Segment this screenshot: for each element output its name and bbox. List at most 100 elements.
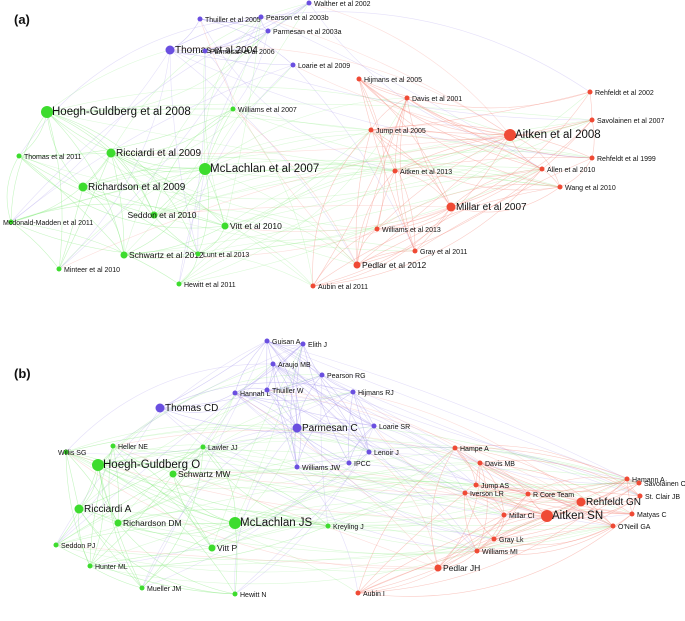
network-edge [266,389,505,516]
network-edge [204,133,543,170]
network-edge [296,453,481,468]
network-edge [110,152,199,255]
node-label-schwartz: Schwartz MW [178,469,230,479]
network-edge [406,97,452,208]
node-label-hewitt2011: Hewitt et al 2011 [184,282,236,289]
network-edge [204,2,310,52]
network-edge [356,170,396,266]
network-edge [199,16,262,23]
network-edge [172,363,274,475]
network-edge [178,129,372,285]
network-edge [358,78,561,188]
network-edge [376,134,511,230]
network-edge [65,451,119,524]
network-edge [65,451,548,519]
network-edge [65,451,529,524]
node-araujo [270,361,276,367]
network-edge [437,462,481,569]
network-edge [406,97,543,170]
node-jump2005 [368,127,374,133]
network-edge [46,30,269,114]
network-edge [199,18,358,266]
network-edge [370,128,543,170]
node-label-hamann: Hamann A [632,477,665,484]
node-minteer2010 [56,266,62,272]
network-edge [110,152,378,230]
node-richardson2009 [78,182,88,192]
network-edge [296,466,359,594]
network-edge [266,340,298,429]
network-edge [89,550,478,585]
panel-a-nodes: Walther et al 2002 Thuiller et al 2005 Pea… [3,0,664,291]
node-label-elith: Elith J [308,342,327,349]
network-edge [370,129,452,208]
network-edge [55,544,439,569]
network-edge [358,78,385,230]
node-label-aitken: Aitken SN [552,510,603,522]
node-parmesan2003a [265,28,271,34]
network-edge [123,168,206,256]
node-label-mcdonald2011: Mcdonald-Madden et al 2011 [3,220,93,227]
node-lunt2013 [195,251,201,257]
network-edge [6,155,20,223]
network-edge [110,152,155,216]
node-pearson2003b [258,14,264,20]
node-schwartz2012 [120,251,128,259]
network-edge [296,427,350,464]
network-edge [312,168,543,287]
network-edge [356,250,416,266]
node-hunter [87,563,93,569]
network-edge [356,168,543,266]
node-label-araujo: Araujo MB [278,362,311,369]
network-edge [203,16,262,170]
network-edge [65,451,91,567]
network-edge [352,391,370,453]
network-edge [159,389,268,413]
network-edge [159,392,236,410]
panel-b: (b) Guisan A Elith J Araujo MB Pearson RG Ha… [14,338,685,599]
node-label-richardson2009: Richardson et al 2009 [88,182,186,193]
network-edge [234,387,268,394]
network-edge [89,445,114,567]
network-edge [46,108,234,113]
node-label-williams2007: Williams et al 2007 [238,107,297,114]
network-edge [370,129,416,252]
network-edge [312,228,378,287]
network-edge [197,168,543,255]
node-aubin [355,590,361,596]
network-edge [266,374,323,391]
network-edge [18,16,262,157]
node-label-guisan: Guisan A [272,339,301,346]
network-edge [357,478,628,594]
network-edge [454,447,529,495]
network-edge [234,522,238,595]
network-edge [295,343,304,429]
node-parmesan2006 [202,48,208,54]
node-label-oneill: O'Neill GA [618,524,651,531]
network-edge [78,508,143,589]
node-label-vitt: Vitt P [217,543,237,553]
network-edge [123,206,452,259]
network-edge [234,478,628,528]
node-label-wang2010: Wang et al 2010 [565,185,616,192]
network-edge [204,97,408,170]
node-aitken [541,510,553,522]
network-edge [97,464,582,503]
node-aitken2008 [504,129,516,141]
network-edge [18,155,226,229]
network-edge [437,514,505,569]
node-label-thomas2011: Thomas et al 2011 [24,154,82,161]
network-edge [18,152,112,157]
network-edge [169,49,199,255]
network-edge [97,439,628,480]
network-edge [110,152,206,173]
node-label-walther2002: Walther et al 2002 [314,1,371,8]
network-edge [178,97,408,285]
network-edge [89,464,104,567]
network-edge [89,565,143,589]
network-edge [153,214,416,252]
node-label-seddon2010: Seddon et al 2010 [127,210,196,220]
network-edge [172,471,329,527]
network-edge [266,340,304,346]
network-edge [373,425,466,494]
